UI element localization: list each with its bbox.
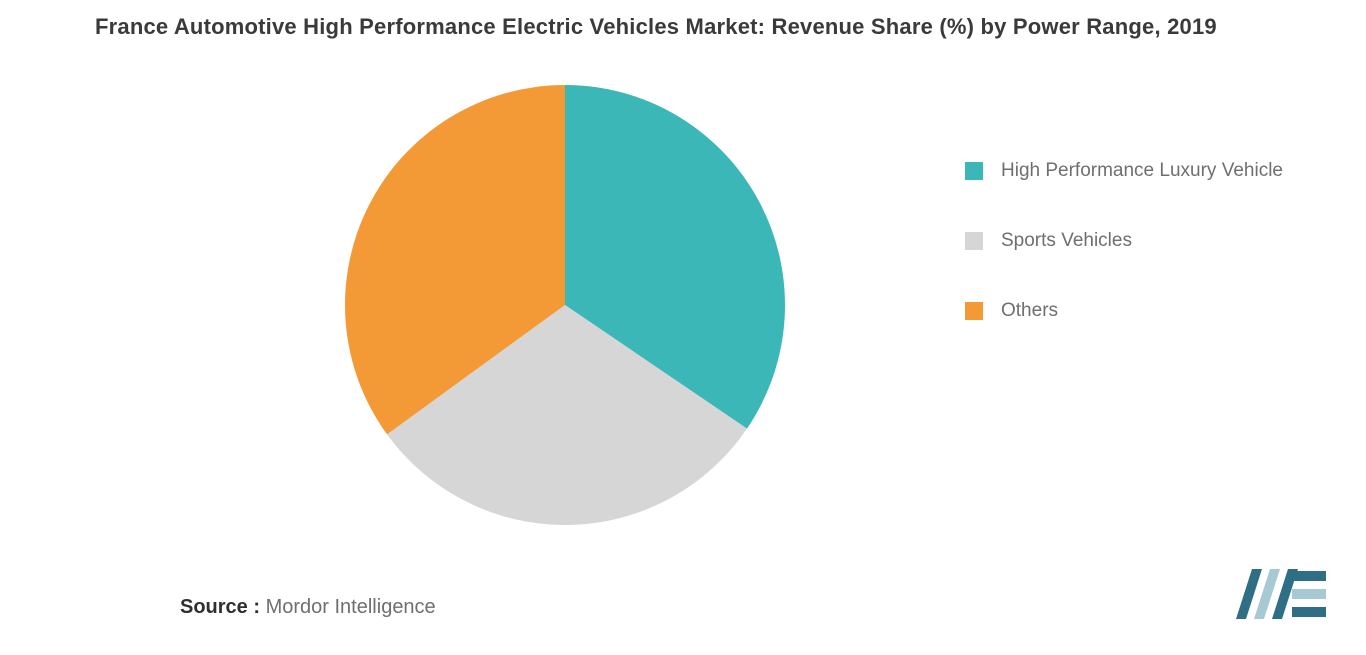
- legend-swatch: [965, 302, 983, 320]
- legend-item: Sports Vehicles: [965, 230, 1345, 252]
- source-value: Mordor Intelligence: [266, 596, 436, 618]
- legend-item: Others: [965, 300, 1345, 322]
- pie-svg: [340, 80, 790, 530]
- legend-label: High Performance Luxury Vehicle: [1001, 160, 1283, 182]
- legend: High Performance Luxury Vehicle Sports Ve…: [965, 160, 1345, 370]
- mordor-logo-icon: [1236, 569, 1326, 625]
- legend-swatch: [965, 232, 983, 250]
- legend-item: High Performance Luxury Vehicle: [965, 160, 1345, 182]
- source-line: Source : Mordor Intelligence: [180, 596, 436, 619]
- legend-swatch: [965, 162, 983, 180]
- chart-title: France Automotive High Performance Elect…: [95, 14, 1217, 40]
- pie-chart: [340, 80, 790, 530]
- source-label: Source :: [180, 596, 260, 618]
- legend-label: Sports Vehicles: [1001, 230, 1132, 252]
- legend-label: Others: [1001, 300, 1058, 322]
